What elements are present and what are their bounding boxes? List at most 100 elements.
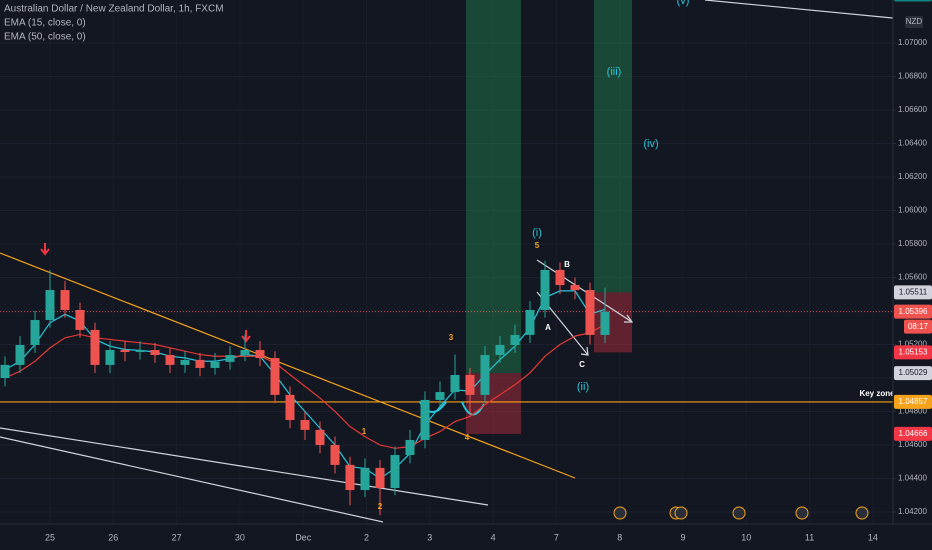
x-tick-label: 25 (45, 532, 55, 542)
x-tick-label: 3 (427, 532, 432, 542)
price-label: 1.05511 (899, 288, 928, 297)
candle-body (195, 359, 205, 368)
stop-zone (466, 373, 521, 434)
y-tick-label: 1.06600 (898, 105, 927, 114)
candle-body (285, 394, 295, 421)
candle-body (240, 350, 250, 356)
price-label-box (894, 285, 932, 300)
candle-body (420, 399, 430, 440)
candle-body (375, 467, 385, 489)
trendline (0, 252, 576, 479)
candle-body (540, 269, 550, 310)
y-tick-label: 1.06000 (898, 206, 927, 215)
candle-body (135, 350, 145, 353)
candle-body (390, 455, 400, 489)
wave-label: Key zone (859, 389, 895, 398)
price-label-box (894, 0, 932, 2)
x-tick-label: 14 (868, 532, 878, 542)
candle-body (270, 358, 280, 395)
wave-label: (iv) (643, 138, 658, 150)
drawings (0, 0, 894, 523)
trendline (704, 0, 894, 19)
event-icon (855, 506, 869, 520)
y-tick-label: 1.04800 (898, 407, 927, 416)
event-icon (732, 506, 746, 520)
candle-body (90, 329, 100, 365)
price-label: 1.05029 (899, 368, 928, 377)
y-tick-label: 1.04200 (898, 507, 927, 516)
target-zone (594, 0, 632, 293)
x-tick-label: 10 (741, 532, 751, 542)
ema-line (4, 323, 606, 449)
grid (0, 42, 893, 513)
candle-body (555, 269, 565, 286)
candle-body (0, 364, 10, 378)
currency-label: NZD (906, 17, 923, 26)
candle-body (105, 350, 115, 365)
x-tick-label: 8 (617, 532, 622, 542)
wave-label: (i) (532, 227, 542, 239)
trendline (0, 427, 489, 506)
candle-body (15, 344, 25, 365)
candle-body (480, 355, 490, 395)
channel-line (536, 259, 633, 323)
candle-body (300, 420, 310, 430)
candle-body (30, 320, 40, 345)
candle-body (210, 361, 220, 368)
y-tick-label: 1.06800 (898, 72, 927, 81)
x-tick-label: Dec (295, 532, 312, 542)
candle-body (315, 429, 325, 445)
x-tick-label: 7 (554, 532, 559, 542)
countdown-box (904, 319, 932, 334)
candle-body (450, 374, 460, 393)
x-axis: 25 26 27 30 Dec 2 3 4 7 8 9 10 11 14 (45, 532, 878, 542)
y-tick-label: 1.05800 (898, 239, 927, 248)
candle-body (60, 290, 70, 310)
price-label: 1.04857 (899, 397, 928, 406)
y-tick-label: 1.04600 (898, 440, 927, 449)
candle-body (75, 309, 85, 330)
wave-label: A (545, 323, 551, 332)
x-tick-label: 30 (235, 532, 245, 542)
candle-body (180, 359, 190, 365)
wave-label: 2 (378, 502, 383, 511)
candle-body (525, 309, 535, 335)
countdown: 08:17 (908, 322, 929, 331)
price-label-box (894, 304, 932, 319)
candle-body (495, 344, 505, 356)
y-tick-label: 1.05600 (898, 273, 927, 282)
trendline (0, 436, 384, 523)
y-tick-label: 1.06200 (898, 172, 927, 181)
price-lines (0, 311, 893, 403)
wave-label: 5 (535, 241, 540, 250)
candle-body (150, 350, 160, 356)
x-tick-label: 11 (805, 532, 814, 542)
price-label: 1.04666 (899, 429, 928, 438)
event-icons (613, 506, 869, 520)
candles (0, 260, 610, 516)
price-labels: 1.072901.055111.053961.051531.050291.048… (894, 0, 932, 441)
chart-title: Australian Dollar / New Zealand Dollar, … (4, 4, 224, 15)
legend-entry: EMA (15, close, 0) (4, 18, 86, 29)
price-label: 1.05396 (899, 307, 928, 316)
x-tick-label: 4 (491, 532, 496, 542)
position-boxes (466, 0, 632, 434)
x-tick-label: 2 (364, 532, 369, 542)
candle-body (570, 285, 580, 291)
wave-label: C (579, 360, 585, 369)
x-tick-label: 26 (108, 532, 118, 542)
candle-body (345, 464, 355, 491)
annotations: (i) (ii) (iii) (iv) (v) A B C 1 2 3 4 5 Key zone (362, 0, 895, 511)
x-tick-label: 9 (680, 532, 685, 542)
price-label-box (894, 366, 932, 381)
y-tick-label: 1.04400 (898, 474, 927, 483)
event-icon (795, 506, 809, 520)
candle-body (45, 290, 55, 321)
candle-body (405, 439, 415, 456)
candle-body (435, 392, 445, 400)
candle-body (585, 290, 595, 335)
wave-label: 3 (449, 333, 454, 342)
red-arrow (241, 330, 251, 343)
